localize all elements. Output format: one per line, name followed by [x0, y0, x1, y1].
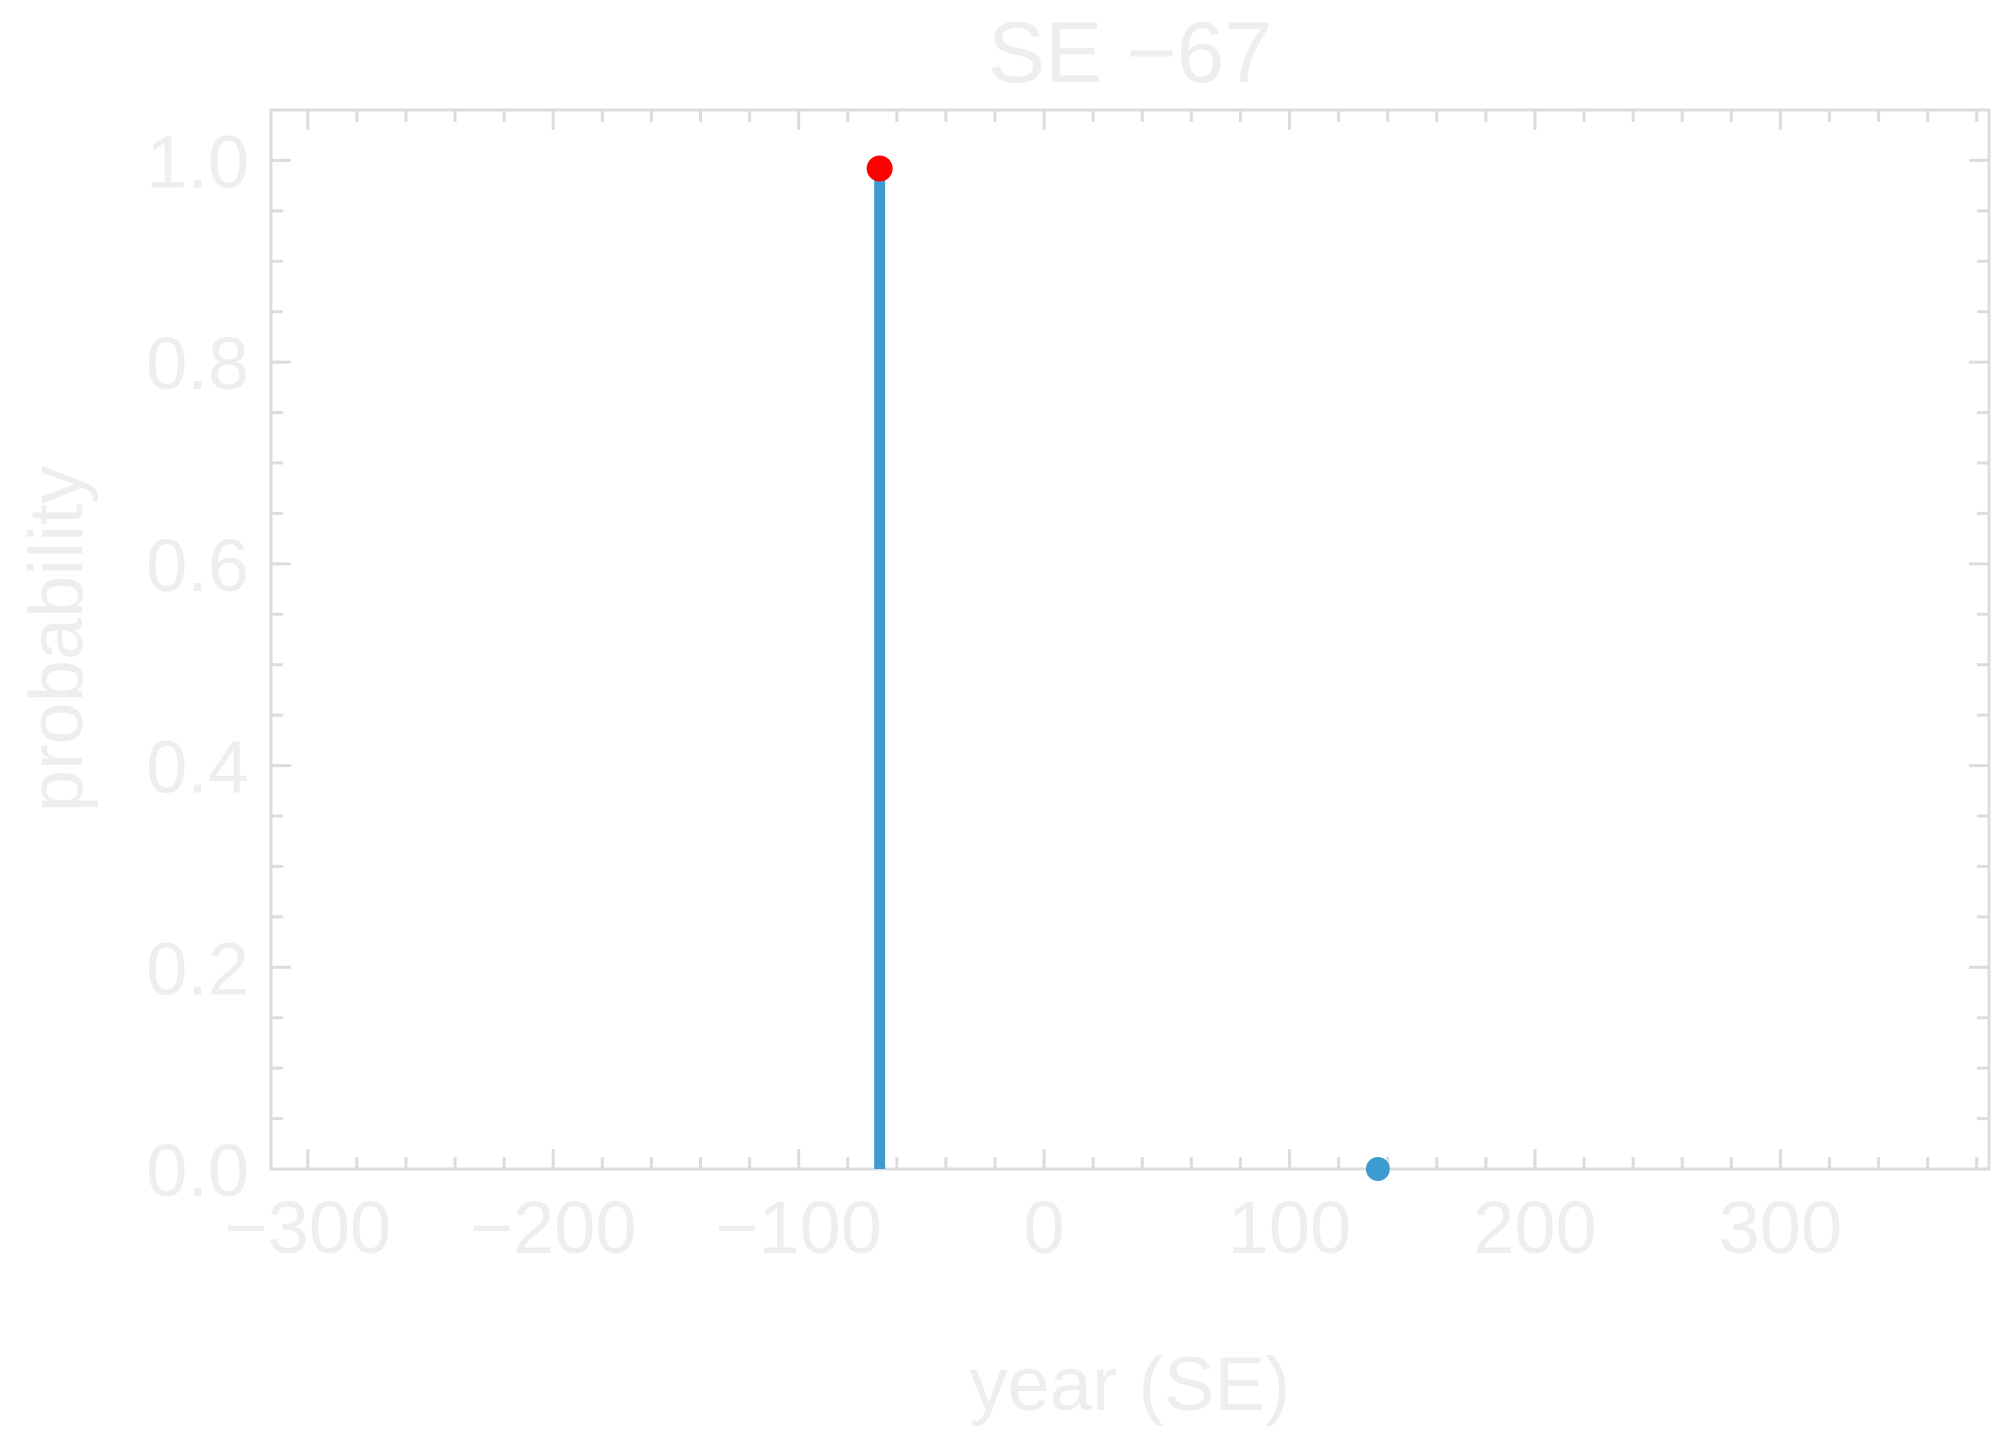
highlight-point — [866, 155, 893, 182]
y-tick-label: 0.2 — [146, 927, 249, 1010]
x-tick-label: 0 — [1024, 1186, 1065, 1269]
y-axis-tick-labels: 0.0 0.2 0.4 0.6 0.8 1.0 — [146, 120, 249, 1212]
x-tick-label: 100 — [1228, 1186, 1351, 1269]
y-tick-label: 0.8 — [146, 322, 249, 405]
x-axis-ticks — [306, 110, 1979, 1169]
plot-frame — [269, 108, 1991, 1171]
x-axis-label: year (SE) — [970, 1342, 1291, 1427]
x-axis-tick-labels: −300 −200 −100 0 100 200 300 — [224, 1186, 1842, 1269]
chart-title: SE −67 — [988, 5, 1273, 101]
x-tick-label: −300 — [224, 1186, 391, 1269]
x-tick-label: −100 — [715, 1186, 882, 1269]
data-point — [1365, 1157, 1390, 1181]
x-tick-label: 300 — [1719, 1186, 1842, 1269]
y-tick-label: 0.0 — [146, 1129, 249, 1212]
y-tick-label: 0.6 — [146, 524, 249, 607]
y-axis-label: probability — [14, 466, 99, 812]
y-tick-label: 0.4 — [146, 726, 249, 809]
x-tick-label: −200 — [470, 1186, 637, 1269]
y-axis-ticks — [271, 108, 1989, 1171]
y-tick-label: 1.0 — [146, 120, 249, 203]
x-tick-label: 200 — [1473, 1186, 1596, 1269]
data-points — [866, 155, 1390, 1181]
